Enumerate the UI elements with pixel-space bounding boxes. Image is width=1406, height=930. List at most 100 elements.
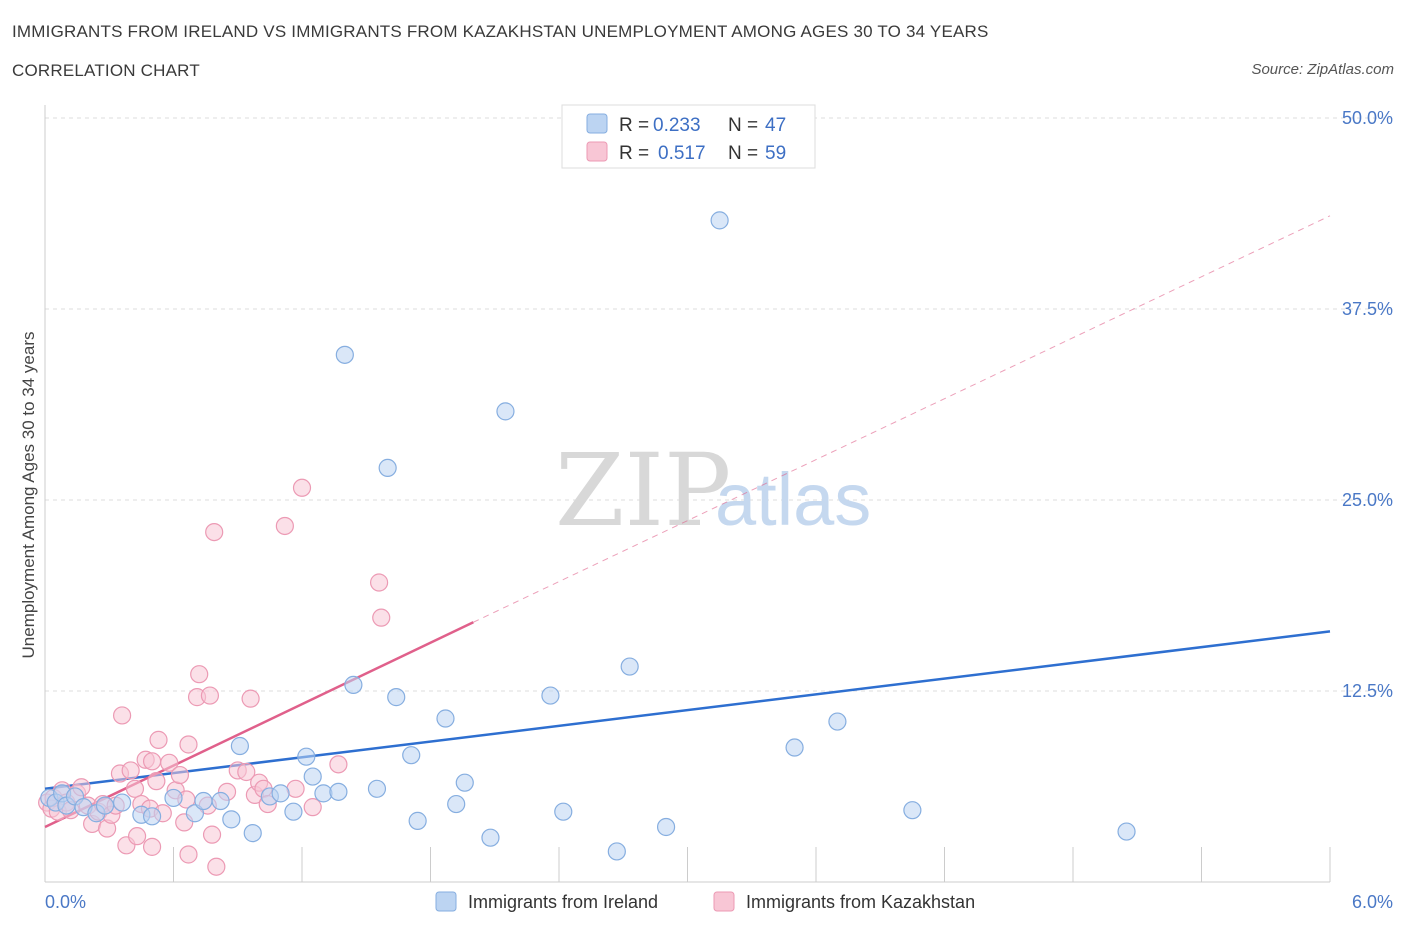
ireland-point bbox=[447, 794, 466, 814]
y-tick-label: 25.0% bbox=[1342, 490, 1393, 510]
ireland-point bbox=[344, 675, 363, 694]
ireland-point bbox=[710, 211, 729, 230]
kazakhstan-point bbox=[125, 779, 145, 798]
ireland-point bbox=[271, 784, 290, 803]
chart-title: IMMIGRANTS FROM IRELAND VS IMMIGRANTS FR… bbox=[12, 22, 989, 41]
ireland-point bbox=[387, 688, 406, 707]
source-note: Source: ZipAtlas.com bbox=[1251, 61, 1394, 78]
y-tick-label: 12.5% bbox=[1342, 681, 1393, 701]
tick-labels: 12.5% 25.0% 37.5% 50.0% 0.0% 6.0% bbox=[45, 108, 1393, 912]
legend-swatch-ireland bbox=[586, 113, 608, 134]
ireland-point bbox=[620, 657, 639, 676]
ireland-point bbox=[785, 738, 804, 757]
series-legend: Immigrants from Ireland Immigrants from … bbox=[435, 891, 975, 912]
kazakhstan-point bbox=[241, 689, 260, 708]
kazakhstan-point bbox=[237, 762, 256, 782]
ireland-point bbox=[496, 402, 515, 421]
ireland-point bbox=[378, 458, 397, 478]
ireland-point bbox=[303, 767, 322, 786]
ireland-point bbox=[481, 828, 500, 847]
ireland-point bbox=[402, 746, 421, 765]
ireland-point bbox=[112, 793, 132, 812]
bottom-legend-label-kazakhstan: Immigrants from Kazakhstan bbox=[746, 892, 975, 912]
ireland-point bbox=[455, 773, 474, 792]
bottom-legend-label-ireland: Immigrants from Ireland bbox=[468, 892, 658, 912]
ireland-point bbox=[828, 712, 847, 731]
kazakhstan-point bbox=[292, 478, 312, 497]
legend-r-value-kazakhstan: 0.517 bbox=[658, 143, 706, 164]
ireland-point bbox=[436, 709, 455, 728]
kazakhstan-point bbox=[303, 798, 322, 817]
kazakhstan-point bbox=[112, 706, 132, 725]
ireland-point bbox=[1117, 822, 1136, 841]
correlation-legend: R = 0.233 N = 47 R = 0.517 N = 59 bbox=[561, 104, 816, 169]
kazakhstan-point bbox=[179, 845, 198, 864]
ireland-point bbox=[297, 747, 316, 766]
legend-n-value-kazakhstan: 59 bbox=[765, 143, 786, 164]
kazakhstan-point bbox=[121, 761, 140, 780]
x-tick-label: 0.0% bbox=[45, 892, 86, 912]
x-tick-label: 6.0% bbox=[1352, 892, 1393, 912]
kazakhstan-point bbox=[179, 735, 198, 754]
legend-r-label: R = bbox=[619, 143, 649, 164]
ireland-point bbox=[656, 817, 676, 837]
ireland-point bbox=[194, 791, 213, 811]
trend-lines bbox=[44, 215, 1331, 829]
legend-r-label: R = bbox=[619, 115, 649, 136]
y-tick-label: 37.5% bbox=[1342, 299, 1393, 319]
ireland-point bbox=[314, 784, 333, 803]
chart-subtitle: CORRELATION CHART bbox=[12, 61, 200, 80]
kazakhstan-point bbox=[275, 516, 294, 536]
kazakhstan-point bbox=[372, 608, 391, 627]
y-tick-label: 50.0% bbox=[1342, 108, 1393, 128]
ireland-point bbox=[367, 779, 387, 798]
ireland-point bbox=[243, 824, 262, 843]
kazakhstan-point bbox=[160, 753, 179, 772]
kazakhstan-point bbox=[370, 573, 389, 592]
axes bbox=[44, 105, 1331, 883]
ireland-point bbox=[408, 811, 427, 830]
ireland-point bbox=[284, 802, 303, 821]
watermark-atlas: atlas bbox=[715, 458, 871, 541]
legend-n-value-ireland: 47 bbox=[765, 115, 786, 136]
watermark: ZIP atlas bbox=[555, 432, 871, 549]
kazakhstan-point bbox=[142, 752, 162, 771]
grid-lines bbox=[45, 117, 1392, 692]
ireland-point bbox=[335, 345, 354, 364]
ireland-trend-line bbox=[44, 630, 1331, 791]
ireland-point bbox=[607, 842, 626, 861]
kazakhstan-point bbox=[207, 857, 226, 876]
kazakhstan-point bbox=[200, 686, 220, 705]
ireland-point bbox=[230, 736, 249, 756]
ireland-point bbox=[142, 807, 162, 826]
ireland-point bbox=[211, 791, 230, 811]
kazakhstan-point bbox=[149, 730, 168, 749]
watermark-zip: ZIP bbox=[555, 432, 731, 549]
ireland-point bbox=[541, 686, 560, 705]
legend-swatch-kazakhstan bbox=[586, 141, 608, 162]
kazakhstan-point bbox=[190, 665, 209, 684]
bottom-legend-swatch-ireland bbox=[435, 891, 457, 912]
y-axis-label: Unemployment Among Ages 30 to 34 years bbox=[19, 332, 38, 659]
ireland-point bbox=[95, 796, 115, 815]
kazakhstan-point bbox=[205, 522, 224, 542]
kazakhstan-trend-extension bbox=[473, 215, 1331, 623]
kazakhstan-point bbox=[127, 827, 147, 846]
kazakhstan-point bbox=[142, 837, 162, 856]
ireland-point bbox=[329, 782, 348, 801]
ireland-point bbox=[903, 801, 922, 820]
ireland-point bbox=[554, 802, 573, 821]
kazakhstan-point bbox=[286, 779, 305, 798]
legend-n-label: N = bbox=[728, 143, 758, 164]
bottom-legend-swatch-kazakhstan bbox=[713, 891, 735, 912]
ireland-point bbox=[164, 788, 183, 808]
kazakhstan-point bbox=[147, 772, 166, 791]
legend-n-label: N = bbox=[728, 115, 758, 136]
legend-r-value-ireland: 0.233 bbox=[653, 115, 701, 136]
ireland-point bbox=[222, 810, 241, 829]
data-points bbox=[38, 211, 1136, 876]
kazakhstan-point bbox=[170, 765, 190, 785]
kazakhstan-point bbox=[202, 825, 222, 844]
kazakhstan-trend-line bbox=[44, 621, 474, 829]
